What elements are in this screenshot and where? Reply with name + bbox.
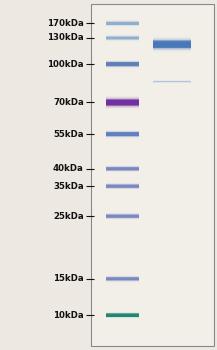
Bar <box>106 102 139 103</box>
Bar <box>91 4 214 346</box>
Text: 130kDa: 130kDa <box>47 34 84 42</box>
Bar <box>153 46 191 47</box>
Text: 100kDa: 100kDa <box>47 60 84 69</box>
Bar <box>106 104 139 105</box>
Bar <box>153 48 191 49</box>
Bar <box>153 38 191 39</box>
Bar <box>106 110 139 111</box>
Bar <box>153 42 191 43</box>
Bar <box>106 95 139 96</box>
Bar <box>153 41 191 42</box>
Bar <box>153 40 191 41</box>
Bar <box>106 101 139 102</box>
Bar <box>106 106 139 107</box>
Bar <box>106 99 139 100</box>
Bar <box>153 45 191 46</box>
Text: 10kDa: 10kDa <box>53 311 84 320</box>
Text: 25kDa: 25kDa <box>53 212 84 220</box>
Bar <box>153 50 191 51</box>
Text: 40kDa: 40kDa <box>53 164 84 173</box>
Bar <box>153 35 191 36</box>
Text: 170kDa: 170kDa <box>47 19 84 28</box>
Bar <box>106 94 139 95</box>
Bar <box>153 49 191 50</box>
Bar <box>106 103 139 104</box>
Bar <box>106 109 139 110</box>
Bar <box>153 36 191 37</box>
Bar <box>153 53 191 54</box>
Bar <box>153 51 191 52</box>
Text: 15kDa: 15kDa <box>53 274 84 284</box>
Bar <box>153 34 191 35</box>
Text: 35kDa: 35kDa <box>53 182 84 191</box>
Bar <box>106 100 139 101</box>
Text: 70kDa: 70kDa <box>53 98 84 107</box>
Bar <box>106 96 139 97</box>
Bar <box>153 37 191 38</box>
Bar <box>106 108 139 109</box>
Bar <box>153 44 191 45</box>
Bar <box>106 98 139 99</box>
Bar <box>106 97 139 98</box>
Bar <box>153 52 191 53</box>
Bar <box>106 107 139 108</box>
Bar <box>153 39 191 40</box>
Bar <box>153 43 191 44</box>
Text: 55kDa: 55kDa <box>53 130 84 139</box>
Bar <box>106 105 139 106</box>
Bar <box>153 47 191 48</box>
